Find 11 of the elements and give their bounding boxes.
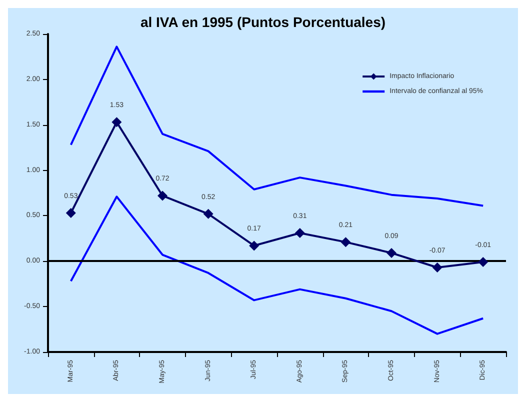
point bbox=[386, 248, 396, 258]
point bbox=[478, 257, 488, 268]
point bbox=[66, 208, 76, 218]
chart-title: al IVA en 1995 (Puntos Porcentuales) bbox=[140, 14, 386, 30]
point bbox=[203, 208, 214, 219]
point bbox=[340, 237, 351, 248]
point bbox=[294, 228, 305, 238]
point bbox=[249, 240, 260, 251]
point bbox=[158, 190, 168, 201]
point bbox=[112, 117, 122, 128]
point bbox=[432, 262, 442, 273]
